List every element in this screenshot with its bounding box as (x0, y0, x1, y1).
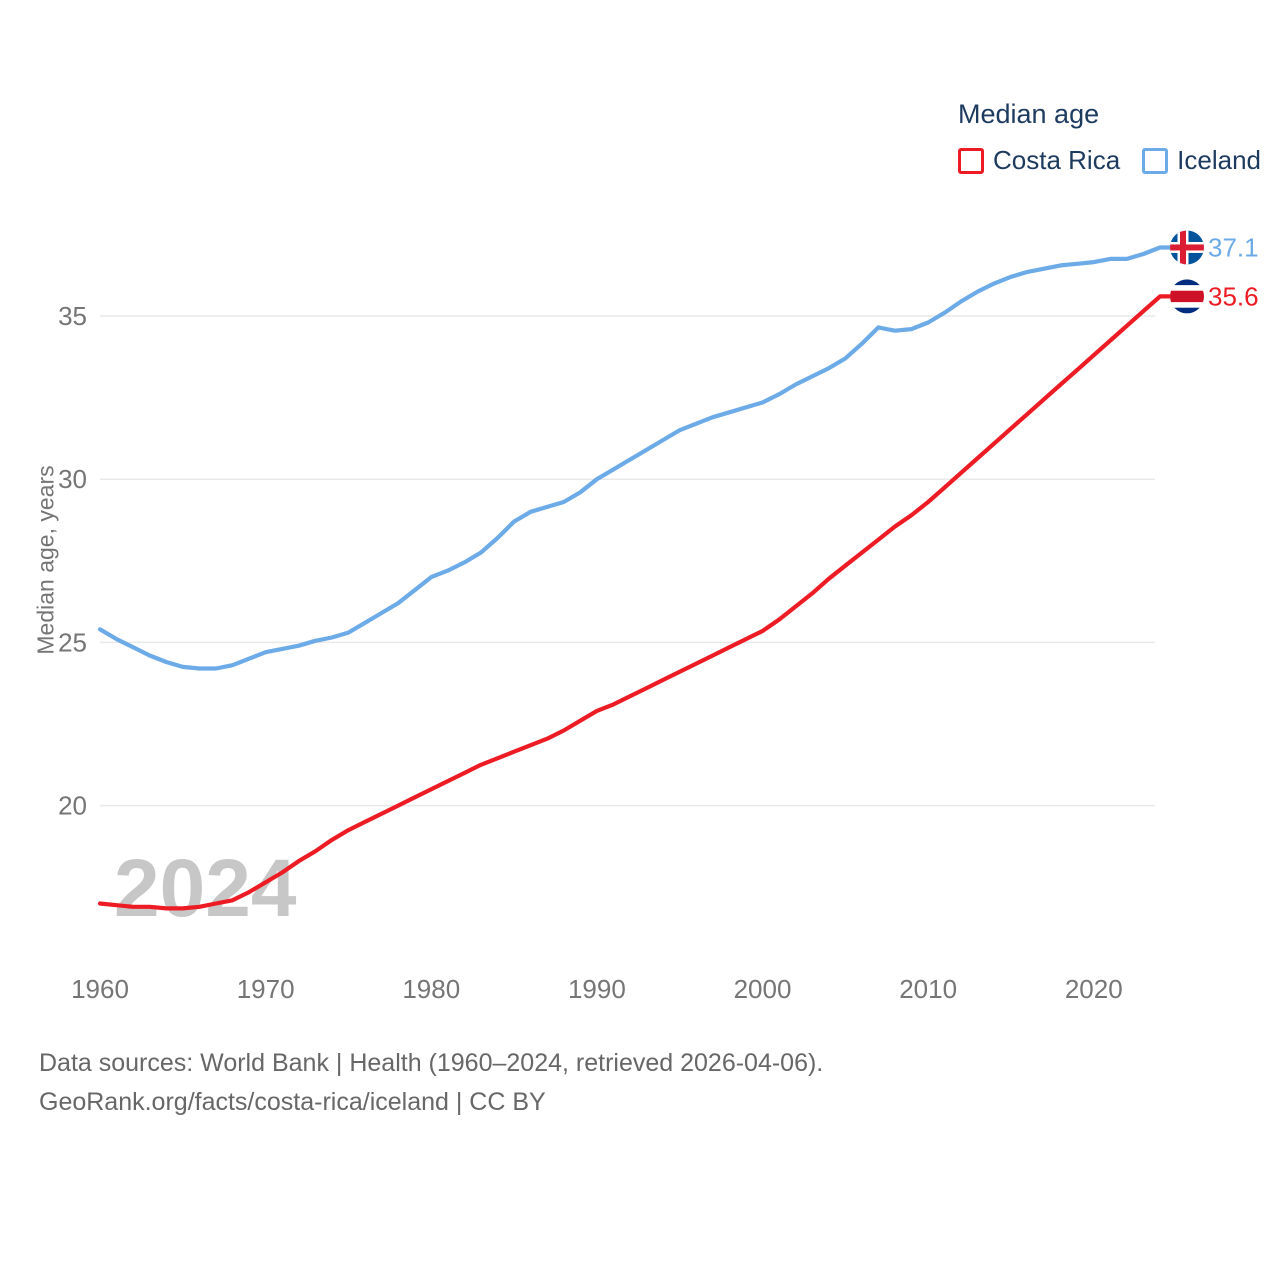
x-tick-1970: 1970 (237, 974, 295, 1004)
y-tick-30: 30 (58, 464, 87, 494)
x-tick-2020: 2020 (1065, 974, 1123, 1004)
iceland-line (97, 245, 1174, 671)
y-tick-35: 35 (58, 301, 87, 331)
iceland-end-value: 37.1 (1208, 232, 1259, 262)
costa-rica-end-value: 35.6 (1208, 281, 1259, 311)
costa-rica-legend-label: Costa Rica (993, 145, 1121, 175)
costa-rica-flag-icon (1170, 279, 1204, 314)
x-tick-1960: 1960 (71, 974, 129, 1004)
legend-items: Costa Rica Iceland (958, 145, 1261, 176)
legend-title: Median age (958, 99, 1100, 129)
y-tick-25: 25 (58, 627, 87, 657)
x-tick-2010: 2010 (899, 974, 957, 1004)
watermark-year: 2024 (114, 843, 297, 934)
footer: Data sources: World Bank | Health (1960–… (39, 1044, 823, 1122)
legend-item-iceland[interactable]: Iceland (1142, 145, 1261, 176)
legend-item-costa-rica[interactable]: Costa Rica (958, 145, 1120, 176)
footer-attribution: GeoRank.org/facts/costa-rica/iceland | C… (39, 1088, 546, 1116)
iceland-swatch (1142, 147, 1169, 174)
iceland-flag-icon (1170, 230, 1204, 265)
iceland-legend-label: Iceland (1177, 145, 1261, 175)
footer-data-sources: Data sources: World Bank | Health (1960–… (39, 1049, 824, 1077)
legend: Median age Costa Rica Iceland (958, 99, 1261, 176)
y-tick-20: 20 (58, 791, 87, 821)
y-axis-label: Median age, years (32, 465, 59, 655)
costa-rica-line (97, 294, 1174, 911)
x-tick-2000: 2000 (734, 974, 792, 1004)
costa-rica-swatch (958, 147, 984, 174)
x-tick-1990: 1990 (568, 974, 626, 1004)
x-tick-1980: 1980 (402, 974, 460, 1004)
